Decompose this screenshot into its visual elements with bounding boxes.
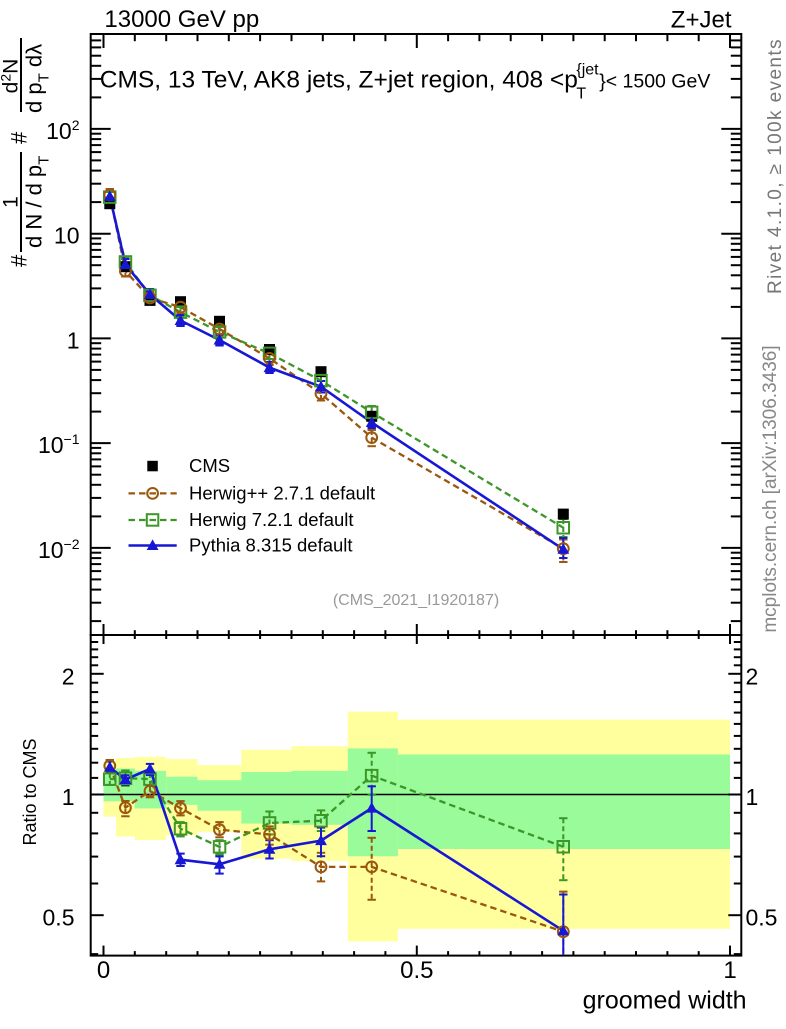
svg-text:#: # bbox=[7, 254, 32, 267]
svg-text:Z+Jet: Z+Jet bbox=[671, 6, 732, 33]
svg-text:CMS: CMS bbox=[189, 455, 230, 476]
svg-text:2: 2 bbox=[746, 663, 759, 689]
svg-text:13000 GeV pp: 13000 GeV pp bbox=[104, 6, 259, 33]
svg-text:0.5: 0.5 bbox=[746, 905, 778, 931]
svg-text:0.5: 0.5 bbox=[43, 905, 75, 931]
svg-text:Ratio to CMS: Ratio to CMS bbox=[20, 738, 40, 845]
svg-text:1: 1 bbox=[0, 196, 23, 208]
svg-text:2: 2 bbox=[62, 663, 75, 689]
svg-text:0: 0 bbox=[97, 957, 110, 984]
svg-text:groomed width: groomed width bbox=[583, 987, 747, 1015]
svg-text:d2N: d2N bbox=[0, 59, 23, 94]
svg-text:Rivet 4.1.0, ≥ 100k events: Rivet 4.1.0, ≥ 100k events bbox=[765, 38, 786, 294]
svg-text:1: 1 bbox=[67, 327, 80, 353]
svg-text:1: 1 bbox=[723, 957, 736, 984]
svg-text:mcplots.cern.ch [arXiv:1306.34: mcplots.cern.ch [arXiv:1306.3436] bbox=[760, 345, 781, 632]
svg-text:(CMS_2021_I1920187): (CMS_2021_I1920187) bbox=[333, 592, 499, 609]
svg-text:1: 1 bbox=[746, 784, 759, 810]
svg-text:0.5: 0.5 bbox=[400, 957, 433, 984]
svg-text:10: 10 bbox=[54, 223, 80, 249]
svg-text:Pythia 8.315 default: Pythia 8.315 default bbox=[189, 535, 353, 556]
svg-text:Herwig++ 2.7.1 default: Herwig++ 2.7.1 default bbox=[189, 482, 375, 503]
svg-text:1: 1 bbox=[62, 784, 75, 810]
svg-text:Herwig 7.2.1 default: Herwig 7.2.1 default bbox=[189, 509, 354, 530]
svg-text:#: # bbox=[7, 131, 32, 144]
